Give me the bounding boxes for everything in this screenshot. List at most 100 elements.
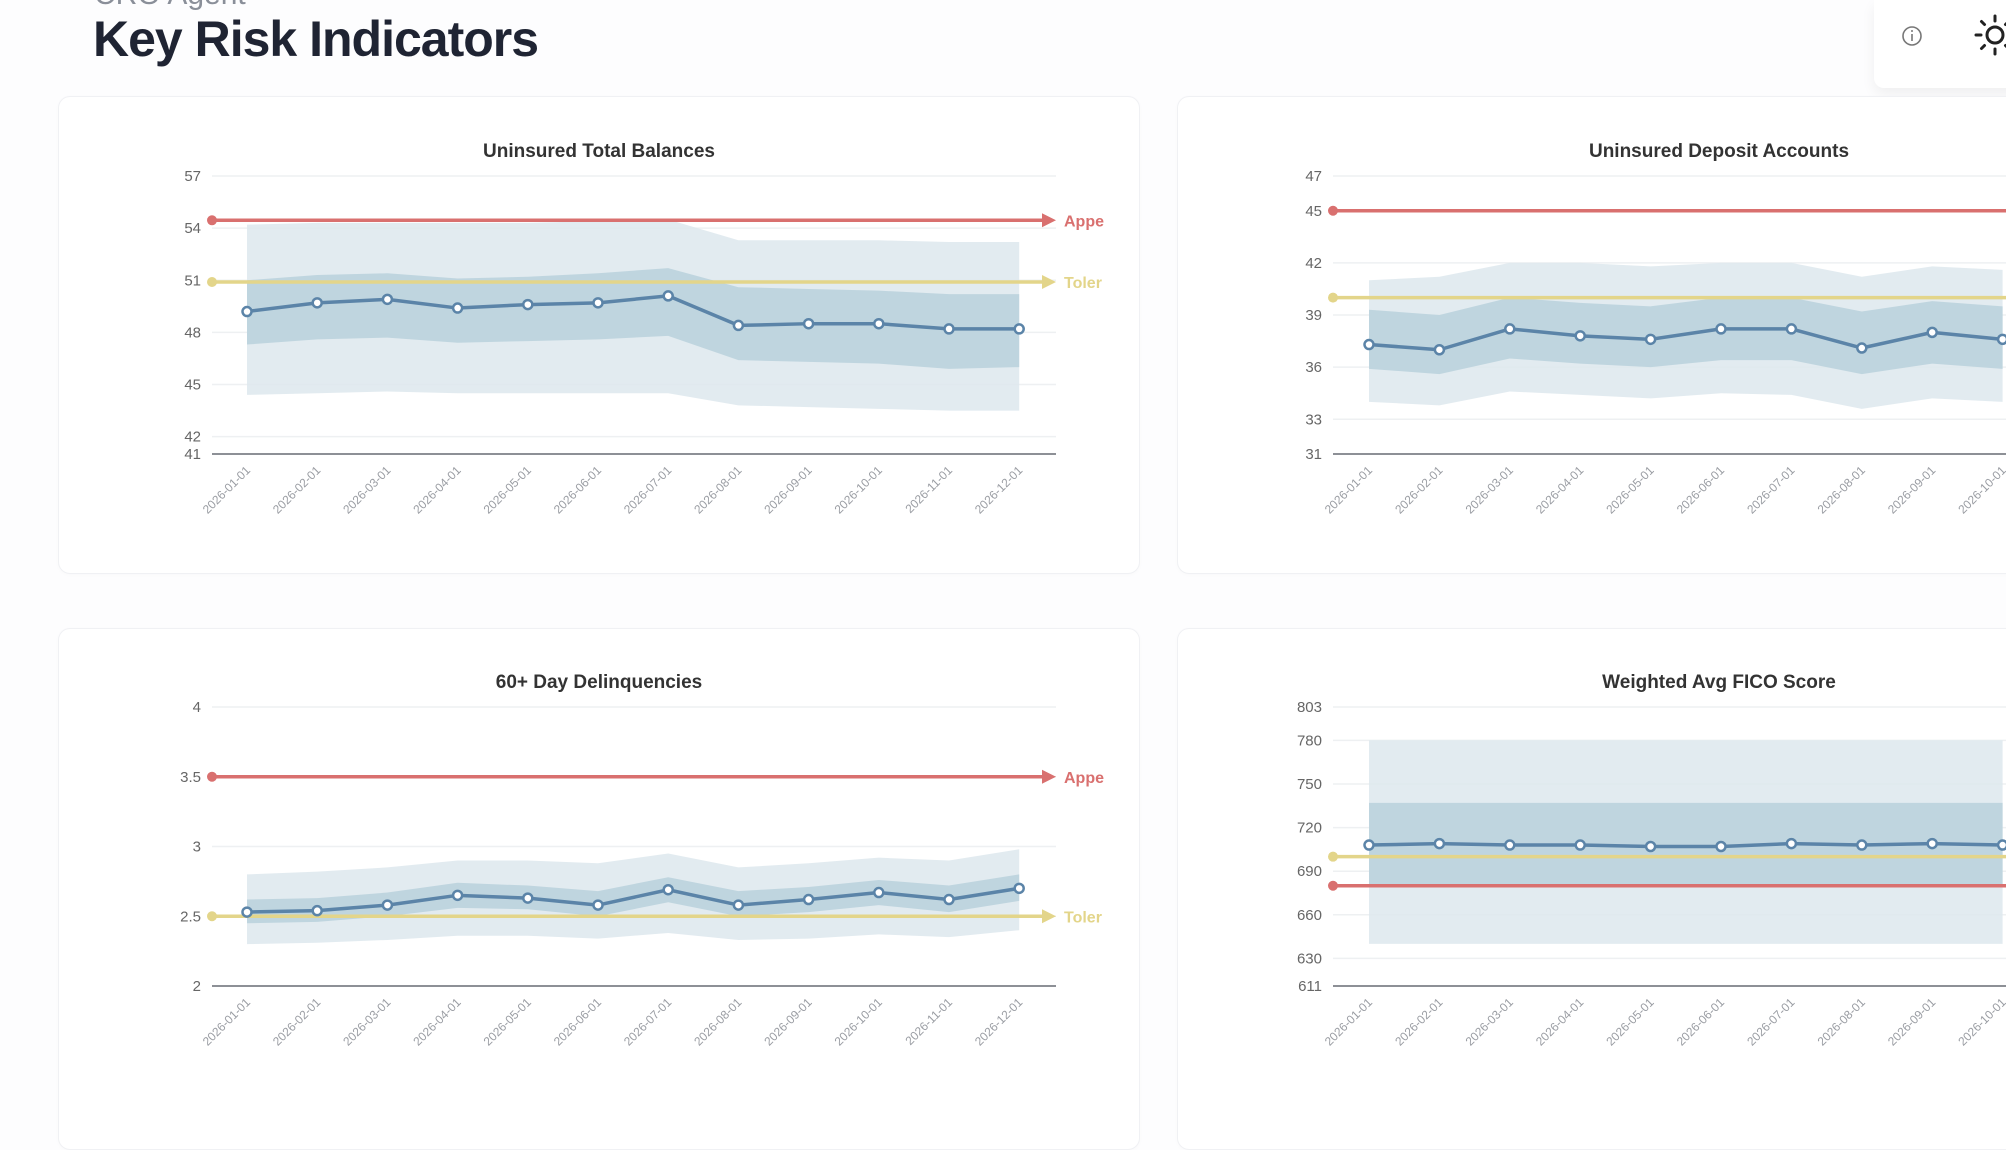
data-point [313,906,322,915]
data-point [1505,841,1514,850]
appetite-arrow-icon [1042,770,1056,784]
x-tick-label: 2026-11-01 [902,463,955,516]
data-point [664,291,673,300]
y-tick-label: 41 [184,446,201,463]
data-point [383,901,392,910]
data-point [874,319,883,328]
chart-0: Uninsured Total Balances41424548515457Ap… [184,141,1104,517]
data-point [1998,841,2006,850]
data-point [1717,842,1726,851]
data-point [945,324,954,333]
data-point [1857,841,1866,850]
tolerance-threshold-label: Toler [1064,909,1102,926]
y-tick-label: 780 [1297,732,1322,749]
data-point [243,307,252,316]
x-tick-label: 2026-10-01 [1955,463,2006,517]
x-tick-label: 2026-10-01 [832,463,886,517]
x-tick-label: 2026-02-01 [270,463,324,517]
data-point [594,901,603,910]
data-point [1505,324,1514,333]
x-tick-label: 2026-12-01 [972,995,1026,1049]
data-point [1576,841,1585,850]
data-point [1857,344,1866,353]
data-point [1365,340,1374,349]
tolerance-arrow-icon [1042,909,1056,923]
data-point [1928,328,1937,337]
x-tick-label: 2026-04-01 [1533,463,1587,517]
appetite-arrow-icon [1042,213,1056,227]
x-tick-label: 2026-06-01 [1674,995,1728,1049]
chart-1: Uninsured Deposit Accounts31333639424547… [1305,141,2006,517]
y-tick-label: 31 [1305,446,1322,463]
y-tick-label: 630 [1297,950,1322,967]
chart-title: Uninsured Deposit Accounts [1589,141,1849,162]
appetite-threshold-label: Appe [1064,213,1104,230]
data-point [734,321,743,330]
data-point [453,891,462,900]
chart-title: Uninsured Total Balances [483,141,715,162]
x-tick-label: 2026-07-01 [1744,995,1798,1049]
chart-2: 60+ Day Delinquencies22.533.54AppeToler2… [180,672,1104,1049]
data-point [804,319,813,328]
data-point [313,298,322,307]
tolerance-arrow-icon [1042,275,1056,289]
x-tick-label: 2026-03-01 [1463,995,1517,1049]
x-tick-label: 2026-08-01 [691,463,745,517]
appetite-threshold-start [1328,206,1338,216]
appetite-threshold-start [207,772,217,782]
data-point [1787,324,1796,333]
y-tick-label: 660 [1297,907,1322,924]
y-tick-label: 690 [1297,863,1322,880]
data-point [594,298,603,307]
x-tick-label: 2026-02-01 [270,995,324,1049]
y-tick-label: 720 [1297,820,1322,837]
x-tick-label: 2026-09-01 [1885,463,1939,517]
y-tick-label: 4 [193,699,201,716]
y-tick-label: 42 [1305,255,1322,272]
data-point [1365,841,1374,850]
x-tick-label: 2026-06-01 [1674,463,1728,517]
data-point [664,885,673,894]
data-point [1998,335,2006,344]
x-tick-label: 2026-06-01 [551,995,605,1049]
tolerance-threshold-start [207,277,217,287]
y-tick-label: 51 [184,272,201,289]
y-tick-label: 803 [1297,699,1322,716]
tolerance-threshold-start [1328,852,1338,862]
x-tick-label: 2026-12-01 [972,463,1026,517]
data-point [804,895,813,904]
y-tick-label: 750 [1297,776,1322,793]
tolerance-threshold-label: Toler [1064,275,1102,292]
x-tick-label: 2026-07-01 [1744,463,1798,517]
data-point [1717,324,1726,333]
tolerance-threshold-start [207,911,217,921]
y-tick-label: 57 [184,168,201,185]
x-tick-label: 2026-07-01 [621,995,675,1049]
x-tick-label: 2026-01-01 [200,995,254,1049]
data-point [874,888,883,897]
chart-3: Weighted Avg FICO Score 611 630 660 690 720 75… [1297,672,2006,1049]
x-tick-label: 2026-09-01 [761,995,815,1049]
data-point [1435,839,1444,848]
data-point [1015,324,1024,333]
data-point [1646,842,1655,851]
y-tick-label: 47 [1305,168,1322,185]
x-tick-label: 2026-03-01 [1463,463,1517,517]
data-point [523,894,532,903]
x-tick-label: 2026-08-01 [691,995,745,1049]
y-tick-label: 611 [1298,978,1322,995]
x-tick-label: 2026-04-01 [410,463,464,517]
data-point [734,901,743,910]
y-tick-label: 39 [1305,307,1322,324]
y-tick-label: 3 [193,839,201,856]
data-point [453,304,462,313]
x-tick-label: 2026-01-01 [1322,995,1376,1049]
appetite-threshold-start [1328,881,1338,891]
charts-canvas: Uninsured Total Balances41424548515457Ap… [0,0,2006,1106]
chart-title: Weighted Avg FICO Score [1602,672,1836,693]
x-tick-label: 2026-07-01 [621,463,675,517]
x-tick-label: 2026-05-01 [1603,463,1657,517]
x-tick-label: 2026-03-01 [340,995,394,1049]
x-tick-label: 2026-03-01 [340,463,394,517]
x-tick-label: 2026-09-01 [1885,995,1939,1049]
